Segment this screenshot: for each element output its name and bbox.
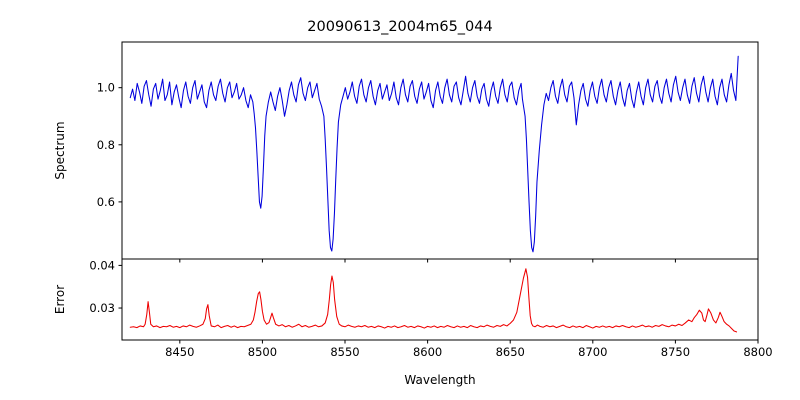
x-tick-label: 8800 — [743, 345, 772, 359]
y-tick-label-error: 0.03 — [89, 301, 115, 315]
series-line-spectrum — [129, 55, 739, 253]
panel-frame-error — [121, 258, 759, 341]
x-tick-label: 8450 — [165, 345, 194, 359]
panels-group: 0.6 0.8 1.0 Spectrum 0.03 0.04 8450 8500 8550 860… — [53, 41, 773, 359]
panel-spectrum: 0.6 0.8 1.0 Spectrum — [53, 41, 759, 263]
y-tick-label-error: 0.04 — [89, 258, 115, 272]
y-tick-label-spectrum: 0.8 — [97, 138, 115, 152]
x-tick-label: 8700 — [578, 345, 607, 359]
panel-error: 0.03 0.04 8450 8500 8550 8600 8650 8700 8750 8800… — [53, 258, 773, 359]
x-tick-label: 8750 — [661, 345, 690, 359]
y-axis-label-error: Error — [53, 285, 67, 314]
series-line-error — [129, 268, 738, 333]
x-axis-label: Wavelength — [404, 373, 475, 387]
panel-frame-spectrum — [121, 41, 759, 260]
y-tick-label-spectrum: 0.6 — [97, 195, 115, 209]
x-tick-label: 8650 — [496, 345, 525, 359]
x-tick-label: 8500 — [248, 345, 277, 359]
y-axis-label-spectrum: Spectrum — [53, 121, 67, 179]
x-tick-label: 8600 — [413, 345, 442, 359]
page-title: 20090613_2004m65_044 — [307, 19, 492, 35]
x-tick-label: 8550 — [330, 345, 359, 359]
y-tick-label-spectrum: 1.0 — [97, 81, 115, 95]
